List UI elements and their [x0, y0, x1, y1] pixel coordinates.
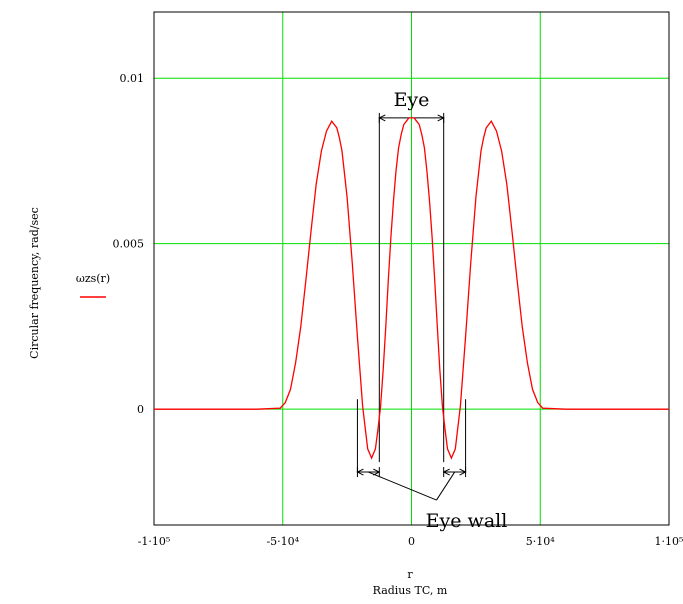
- x-tick-label: -5·10⁴: [266, 535, 299, 548]
- eye-wall-leader-left: [368, 471, 437, 501]
- x-axis-variable-label: r: [407, 568, 413, 581]
- eye-wall-leader-right: [436, 471, 456, 501]
- eye-annotation-label: Eye: [394, 89, 430, 111]
- x-tick-label: -1·10⁵: [138, 535, 171, 548]
- annotations: Eye Eye wall: [356, 89, 508, 532]
- eye-wall-annotation-label: Eye wall: [426, 510, 508, 532]
- series-group: [154, 117, 669, 460]
- plot-frame: [153, 11, 670, 526]
- y-tick-label: 0.01: [120, 72, 145, 85]
- x-tick-label: 5·10⁴: [526, 535, 555, 548]
- x-tick-label: 1·10⁵: [655, 535, 683, 548]
- y-tick-label: 0.005: [113, 238, 145, 251]
- legend-series-label: ωzs(r): [76, 272, 110, 285]
- y-tick-labels: 0 0.005 0.01: [113, 72, 145, 416]
- x-tick-label: 0: [408, 535, 415, 548]
- x-axis-label: Radius TC, m: [373, 584, 448, 597]
- y-tick-label: 0: [137, 403, 144, 416]
- series-line: [154, 117, 669, 460]
- x-tick-labels: -1·10⁵ -5·10⁴ 0 5·10⁴ 1·10⁵: [138, 535, 683, 548]
- y-axis-label: Circular frequency, rad/sec: [28, 207, 41, 359]
